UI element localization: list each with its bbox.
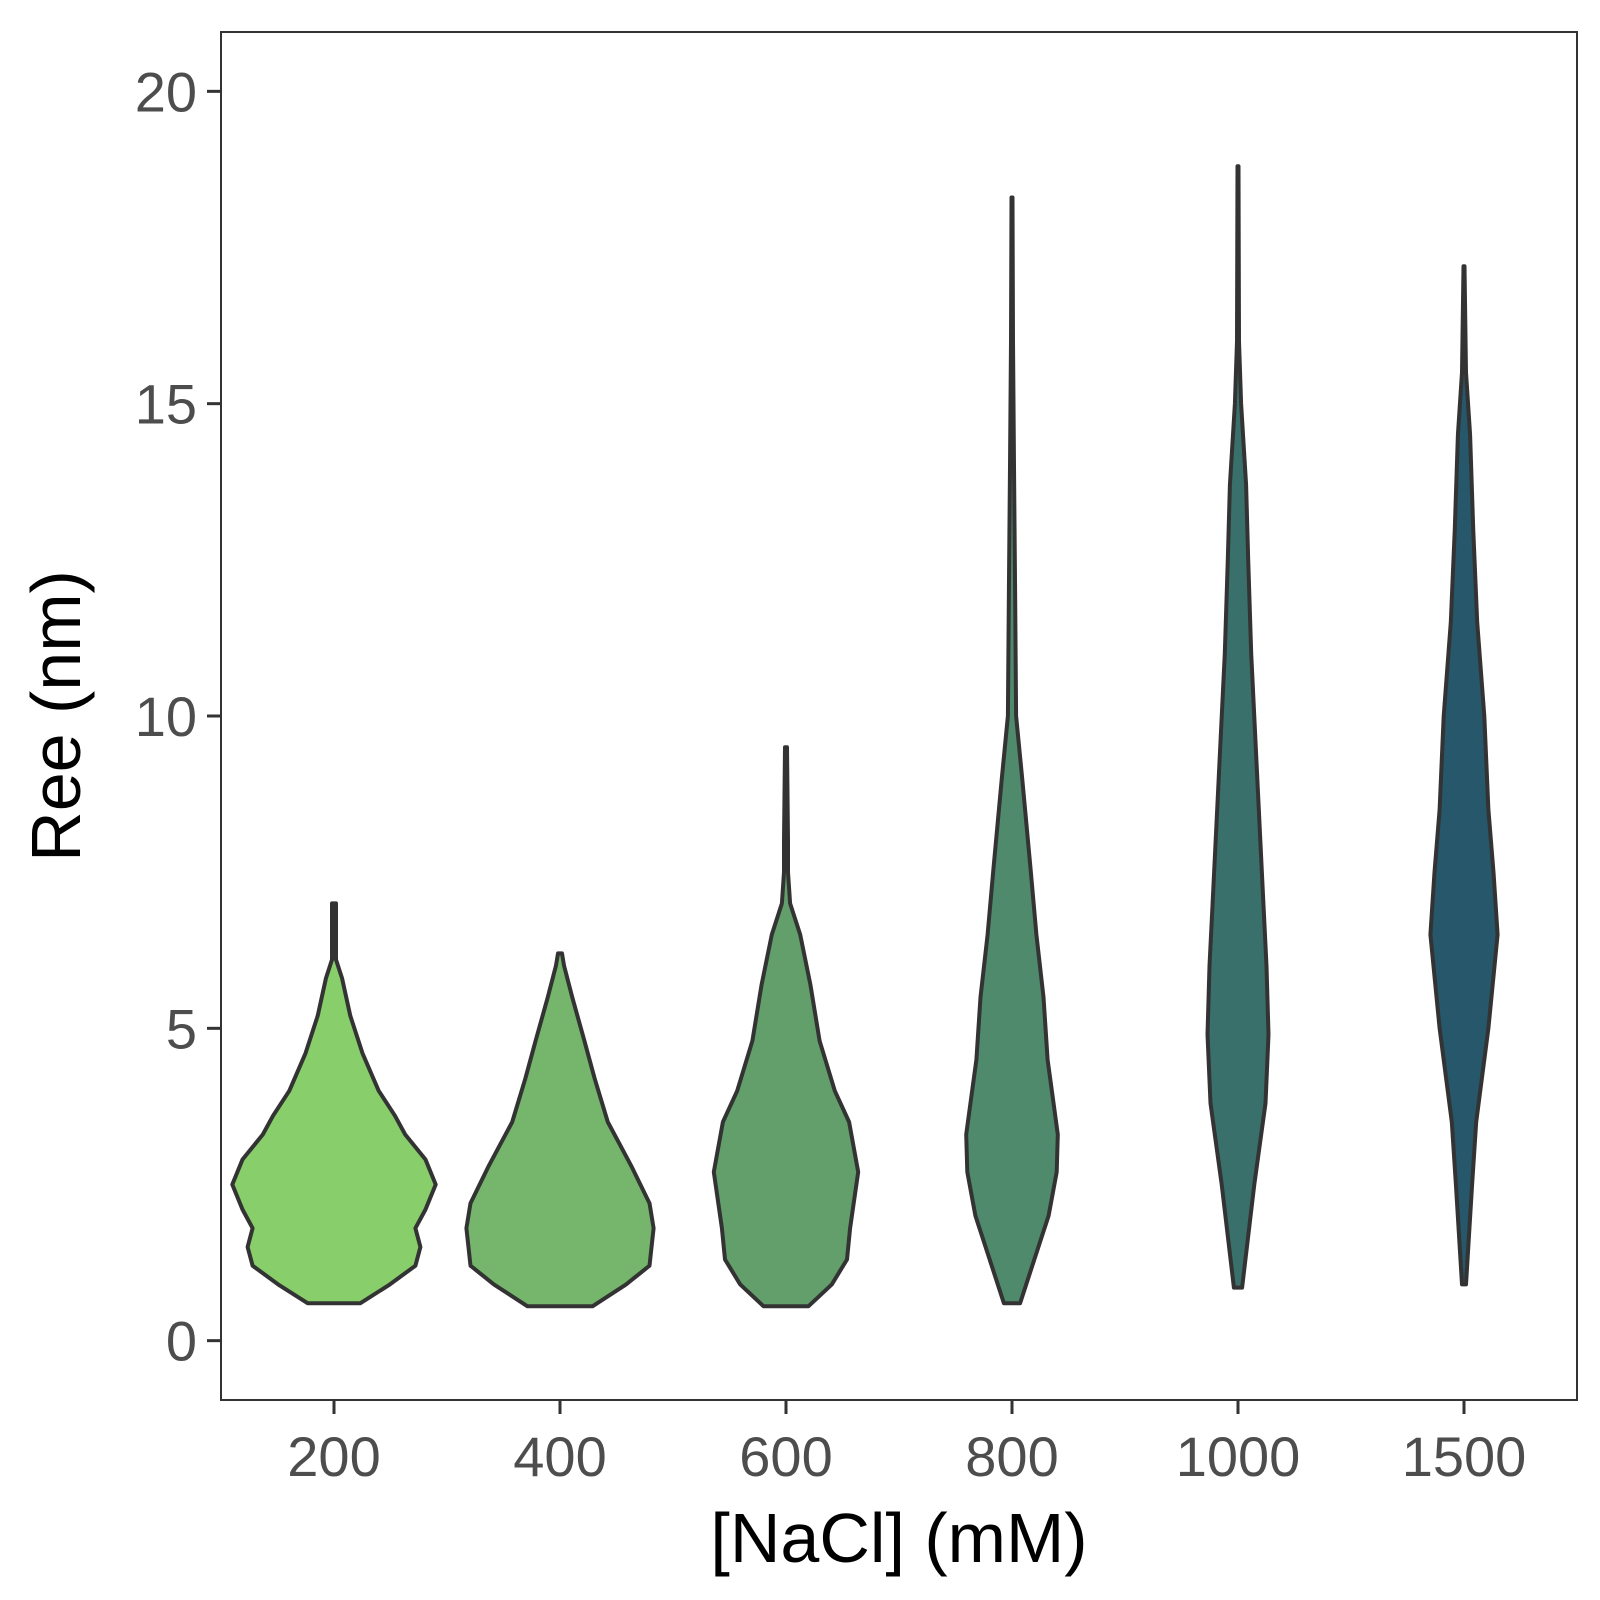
x-tick-label: 600 <box>739 1425 832 1488</box>
violin-1500 <box>1428 264 1500 1287</box>
x-tick-label: 800 <box>965 1425 1058 1488</box>
y-axis-title: Ree (nm) <box>17 570 95 862</box>
violin-600 <box>711 745 861 1309</box>
violin-1000 <box>1205 164 1271 1290</box>
violin-800 <box>964 195 1060 1306</box>
y-tick-label: 20 <box>135 60 197 123</box>
y-tick-label: 15 <box>135 373 197 436</box>
y-axis: 0 5 10 15 20 <box>135 60 221 1373</box>
x-axis-title: [NaCl] (mM) <box>710 1499 1087 1577</box>
violin-400 <box>464 951 656 1309</box>
x-tick-label: 200 <box>287 1425 380 1488</box>
x-tick-label: 1500 <box>1402 1425 1527 1488</box>
y-tick-label: 5 <box>166 997 197 1060</box>
violin-200 <box>230 901 438 1306</box>
x-tick-label: 1000 <box>1176 1425 1301 1488</box>
plot-panel <box>220 31 1578 1401</box>
violins-layer <box>230 164 1500 1309</box>
x-tick-label: 400 <box>513 1425 606 1488</box>
x-axis: 200 400 600 800 1000 1500 <box>287 1400 1526 1488</box>
y-tick-label: 10 <box>135 685 197 748</box>
y-tick-label: 0 <box>166 1310 197 1373</box>
